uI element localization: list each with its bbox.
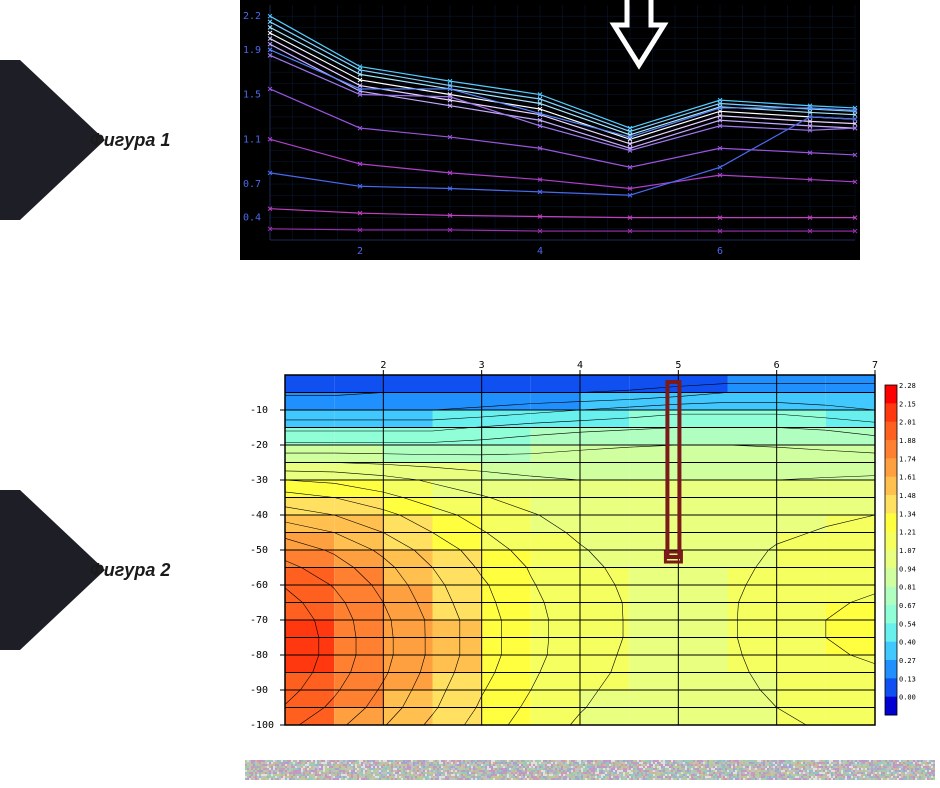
svg-text:-20: -20 [250,440,268,451]
figure2-label: Фигура 2 [90,560,171,581]
svg-text:-100: -100 [250,720,274,730]
figure2-label-block: Фигура 2 [0,490,220,650]
svg-text:-90: -90 [250,685,268,696]
svg-text:2.15: 2.15 [899,400,916,408]
svg-text:2: 2 [380,360,386,371]
svg-text:-60: -60 [250,580,268,591]
figure1-chart: 0.4 0.7 1.1 1.5 1.9 2.2 2 4 6 [240,0,860,260]
svg-text:-80: -80 [250,650,268,661]
svg-text:-40: -40 [250,510,268,521]
svg-text:1.21: 1.21 [899,529,916,537]
svg-text:0.81: 0.81 [899,584,916,592]
svg-text:6: 6 [774,360,780,371]
svg-text:0.67: 0.67 [899,602,916,610]
svg-text:5: 5 [675,360,681,371]
svg-text:1.07: 1.07 [899,547,916,555]
svg-text:1.48: 1.48 [899,492,916,500]
svg-text:0.00: 0.00 [899,694,916,702]
svg-text:1.5: 1.5 [243,90,261,101]
svg-text:0.40: 0.40 [899,639,916,647]
svg-text:6: 6 [717,246,723,257]
svg-text:2: 2 [357,246,363,257]
svg-text:1.34: 1.34 [899,510,916,518]
svg-text:3: 3 [479,360,485,371]
svg-text:0.54: 0.54 [899,620,916,628]
svg-text:0.7: 0.7 [243,179,261,190]
svg-text:7: 7 [872,360,878,371]
svg-text:1.61: 1.61 [899,474,916,482]
svg-text:4: 4 [577,360,583,371]
svg-text:0.94: 0.94 [899,565,916,573]
svg-text:2.2: 2.2 [243,11,261,22]
figure1-label: Фигура 1 [90,130,171,151]
svg-text:0.13: 0.13 [899,675,916,683]
figure1-label-block: Фигура 1 [0,60,220,220]
svg-text:2.01: 2.01 [899,419,916,427]
svg-text:1.88: 1.88 [899,437,916,445]
svg-text:1.1: 1.1 [243,134,261,145]
svg-text:2.28: 2.28 [899,382,916,390]
svg-text:1.9: 1.9 [243,45,261,56]
svg-text:-10: -10 [250,405,268,416]
svg-text:1.74: 1.74 [899,455,916,463]
figure2-chart: 2 3 4 5 6 7 -10 -20 -30 -40 -50 -60 -70 -80 -90 -100 2.2… [245,355,935,730]
svg-text:0.27: 0.27 [899,657,916,665]
noise-strip [245,760,935,780]
svg-text:0.4: 0.4 [243,213,261,224]
svg-text:-30: -30 [250,475,268,486]
svg-text:4: 4 [537,246,543,257]
svg-text:-70: -70 [250,615,268,626]
svg-text:-50: -50 [250,545,268,556]
